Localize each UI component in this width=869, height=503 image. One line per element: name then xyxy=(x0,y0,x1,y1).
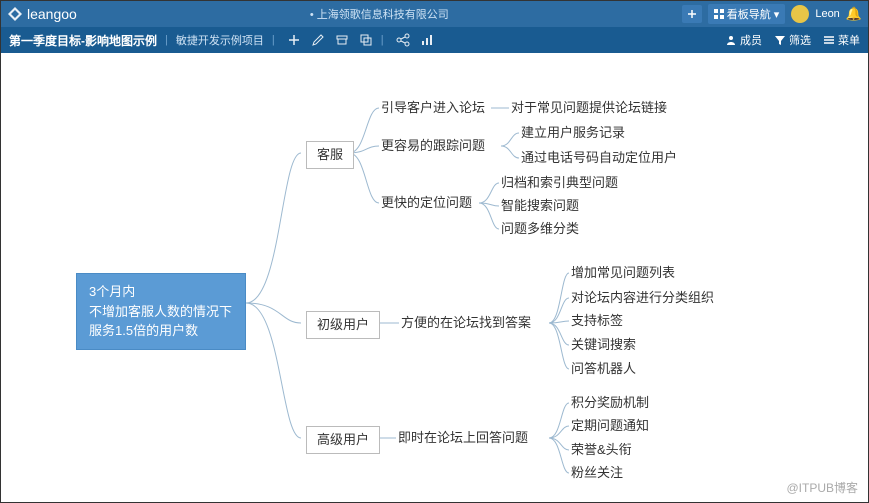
leaf-b2c1l1[interactable]: 增加常见问题列表 xyxy=(571,264,675,282)
menu-icon xyxy=(823,34,835,46)
add-button[interactable] xyxy=(682,5,702,23)
edit-icon[interactable] xyxy=(311,33,325,47)
archive-icon[interactable] xyxy=(335,33,349,47)
node-b3c1[interactable]: 即时在论坛上回答问题 xyxy=(398,429,528,447)
branch-gaoji[interactable]: 高级用户 xyxy=(306,426,380,454)
subbar-right: 成员 筛选 菜单 xyxy=(725,32,860,48)
username[interactable]: Leon xyxy=(815,8,839,20)
board-nav-label: 看板导航 xyxy=(727,6,771,22)
leaf-b3c1l4[interactable]: 粉丝关注 xyxy=(571,464,623,482)
menu-link[interactable]: 菜单 xyxy=(823,32,860,48)
root-node[interactable]: 3个月内 不增加客服人数的情况下 服务1.5倍的用户数 xyxy=(76,273,246,350)
copy-icon[interactable] xyxy=(359,33,373,47)
chevron-down-icon: ▾ xyxy=(774,8,780,21)
user-icon xyxy=(725,34,737,46)
root-line2: 不增加客服人数的情况下 xyxy=(89,302,233,322)
root-line1: 3个月内 xyxy=(89,282,233,302)
leaf-b1c3l3[interactable]: 问题多维分类 xyxy=(501,220,579,238)
company-name: • 上海领歌信息科技有限公司 xyxy=(77,6,682,22)
filter-link[interactable]: 筛选 xyxy=(774,32,811,48)
divider: | xyxy=(165,34,168,46)
share-icon[interactable] xyxy=(396,33,410,47)
toolbar xyxy=(287,33,373,47)
project-name[interactable]: 敏捷开发示例项目 xyxy=(176,32,264,48)
watermark: @ITPUB博客 xyxy=(786,479,858,496)
leaf-b1c3l2[interactable]: 智能搜索问题 xyxy=(501,197,579,215)
logo[interactable]: leangoo xyxy=(7,6,77,22)
top-bar: leangoo • 上海领歌信息科技有限公司 看板导航 ▾ Leon 🔔 xyxy=(1,1,868,27)
branch-kefu[interactable]: 客服 xyxy=(306,141,354,169)
board-title: 第一季度目标-影响地图示例 xyxy=(9,32,157,49)
top-actions: 看板导航 ▾ Leon 🔔 xyxy=(682,4,862,24)
divider: | xyxy=(381,34,384,46)
leaf-b2c1l3[interactable]: 支持标签 xyxy=(571,312,623,330)
leaf-b1c1l1[interactable]: 对于常见问题提供论坛链接 xyxy=(511,99,667,117)
grid-icon xyxy=(714,9,724,19)
leaf-b2c1l2[interactable]: 对论坛内容进行分类组织 xyxy=(571,289,714,307)
board-nav-button[interactable]: 看板导航 ▾ xyxy=(708,4,786,24)
avatar[interactable] xyxy=(791,5,809,23)
leangoo-logo-icon xyxy=(7,6,23,22)
root-line3: 服务1.5倍的用户数 xyxy=(89,321,233,341)
leaf-b2c1l5[interactable]: 问答机器人 xyxy=(571,360,636,378)
divider: | xyxy=(272,34,275,46)
filter-icon xyxy=(774,34,786,46)
leaf-b1c2l2[interactable]: 通过电话号码自动定位用户 xyxy=(521,149,677,167)
branch-chuji[interactable]: 初级用户 xyxy=(306,311,380,339)
chart-icon[interactable] xyxy=(420,33,434,47)
bell-icon[interactable]: 🔔 xyxy=(846,6,862,22)
plus-icon[interactable] xyxy=(287,33,301,47)
toolbar-2 xyxy=(396,33,434,47)
leaf-b3c1l2[interactable]: 定期问题通知 xyxy=(571,417,649,435)
members-link[interactable]: 成员 xyxy=(725,32,762,48)
node-b1c3[interactable]: 更快的定位问题 xyxy=(381,194,472,212)
node-b2c1[interactable]: 方便的在论坛找到答案 xyxy=(401,314,531,332)
leaf-b1c3l1[interactable]: 归档和索引典型问题 xyxy=(501,174,618,192)
leaf-b1c2l1[interactable]: 建立用户服务记录 xyxy=(521,124,625,142)
leaf-b2c1l4[interactable]: 关键词搜索 xyxy=(571,336,636,354)
leaf-b3c1l1[interactable]: 积分奖励机制 xyxy=(571,394,649,412)
node-b1c2[interactable]: 更容易的跟踪问题 xyxy=(381,137,485,155)
brand-text: leangoo xyxy=(27,6,77,22)
leaf-b3c1l3[interactable]: 荣誉&头衔 xyxy=(571,441,632,459)
node-b1c1[interactable]: 引导客户进入论坛 xyxy=(381,99,485,117)
mindmap-canvas[interactable]: 3个月内 不增加客服人数的情况下 服务1.5倍的用户数 客服 引导客户进入论坛 … xyxy=(1,53,868,502)
sub-bar: 第一季度目标-影响地图示例 | 敏捷开发示例项目 | | 成员 筛选 菜单 xyxy=(1,27,868,53)
